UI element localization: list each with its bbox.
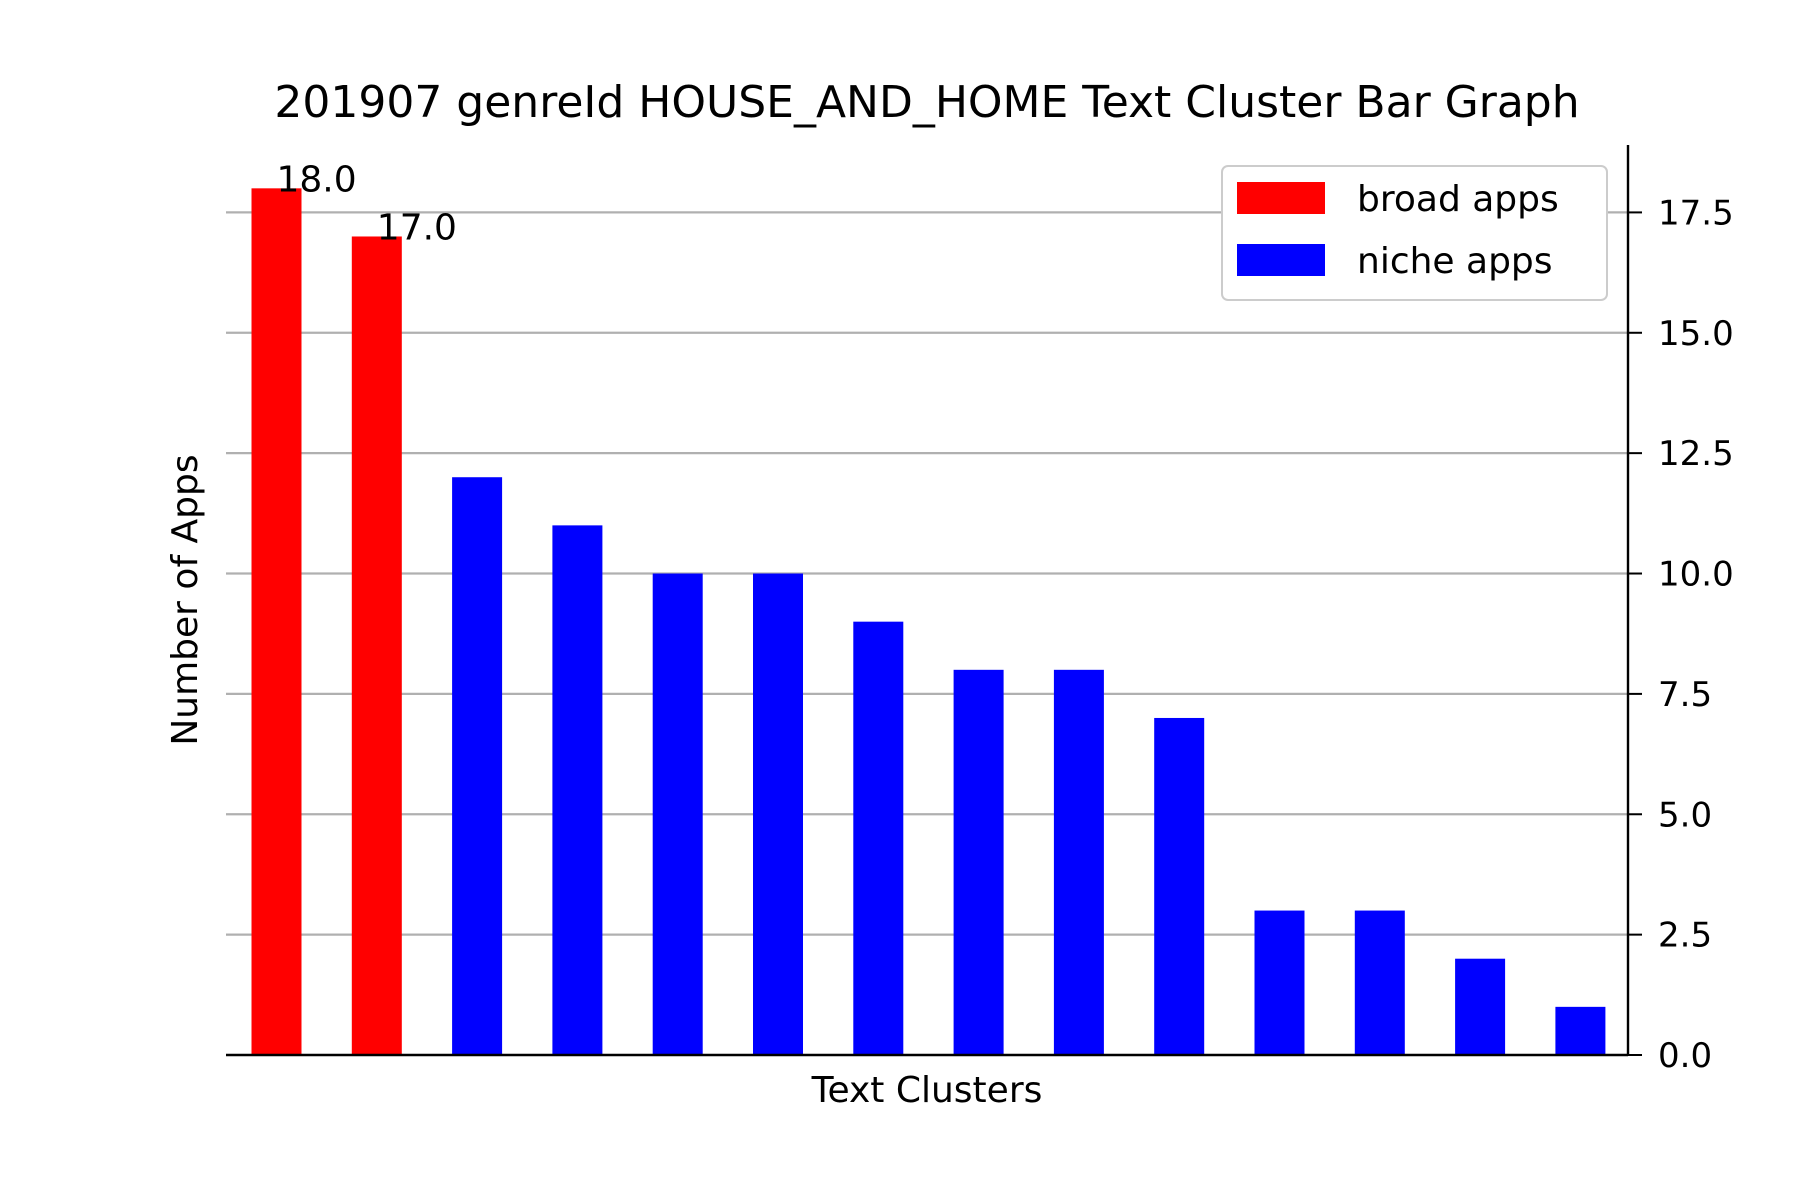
bar-6 — [753, 573, 803, 1055]
bar-5 — [652, 573, 703, 1055]
bar-8 — [953, 669, 1004, 1055]
legend-label-niche-apps: niche apps — [1357, 241, 1553, 282]
bar-14 — [1555, 1006, 1606, 1055]
y-axis-label: Number of Apps — [165, 454, 206, 745]
data-labels: 18.0 17.0 — [277, 159, 457, 248]
bar-12 — [1354, 910, 1405, 1055]
bar-10 — [1154, 717, 1205, 1055]
grid-lines — [226, 211, 1628, 936]
bar-value-label: 18.0 — [277, 159, 357, 200]
y-tick-label: 7.5 — [1658, 675, 1712, 715]
bar-value-label: 17.0 — [377, 207, 457, 248]
y-tick-label: 17.5 — [1658, 193, 1734, 233]
y-tick-label: 2.5 — [1658, 916, 1712, 956]
chart-title: 201907 genreId HOUSE_AND_HOME Text Clust… — [274, 77, 1579, 128]
bar-1 — [251, 188, 302, 1056]
y-tick-label: 10.0 — [1658, 555, 1734, 595]
bar-3 — [452, 477, 503, 1055]
axes: 0.0 2.5 5.0 7.5 10.0 12.5 15.0 17.5 — [226, 145, 1734, 1076]
bar-7 — [853, 621, 904, 1055]
legend-label-broad-apps: broad apps — [1357, 179, 1559, 220]
y-tick-label: 5.0 — [1658, 795, 1712, 835]
legend: broad apps niche apps — [1221, 165, 1608, 301]
bar-11 — [1254, 910, 1305, 1055]
bar-2 — [351, 236, 402, 1056]
bars — [251, 188, 1606, 1056]
legend-swatch-niche-apps — [1237, 244, 1325, 276]
bar-4 — [552, 525, 603, 1055]
legend-swatch-broad-apps — [1237, 182, 1325, 214]
x-axis-label: Text Clusters — [811, 1070, 1043, 1111]
bar-9 — [1053, 669, 1104, 1055]
y-tick-label: 0.0 — [1658, 1036, 1712, 1076]
bar-13 — [1455, 958, 1506, 1055]
y-tick-label: 15.0 — [1658, 314, 1734, 354]
y-tick-label: 12.5 — [1658, 434, 1734, 474]
